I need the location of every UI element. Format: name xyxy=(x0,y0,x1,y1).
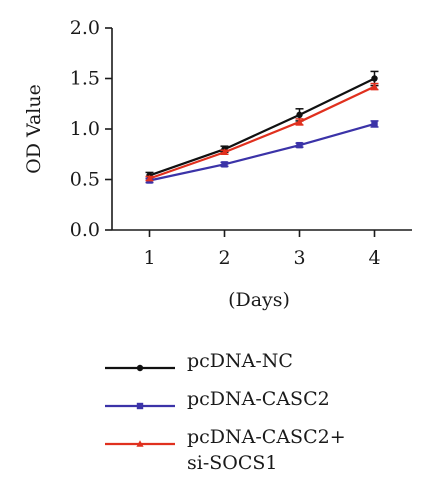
y-tick-label: 0.5 xyxy=(70,169,100,191)
legend-swatch xyxy=(105,402,175,410)
legend-swatch xyxy=(105,364,175,372)
data-point xyxy=(371,75,378,82)
data-point xyxy=(296,141,303,149)
legend-label: pcDNA-NC xyxy=(187,350,293,372)
y-axis-title: OD Value xyxy=(23,84,45,174)
series-1 xyxy=(145,70,379,180)
legend-marker xyxy=(136,440,144,447)
legend-swatch xyxy=(105,440,175,447)
data-point xyxy=(296,111,303,119)
legend-item: pcDNA-NC xyxy=(105,348,425,386)
y-tick-label: 1.5 xyxy=(70,68,100,90)
x-tick-label: 1 xyxy=(143,247,155,269)
x-tick-label: 4 xyxy=(368,247,380,269)
x-tick-label: 2 xyxy=(218,247,230,269)
legend-item: pcDNA-CASC2 xyxy=(105,386,425,424)
legend-marker xyxy=(136,402,144,410)
data-point xyxy=(145,174,154,182)
legend-marker xyxy=(136,364,144,372)
data-point xyxy=(220,148,229,156)
data-point xyxy=(370,82,379,90)
series-3 xyxy=(145,82,379,182)
series-layer xyxy=(145,70,379,184)
series-2 xyxy=(145,120,379,184)
x-axis-title: (Days) xyxy=(228,289,290,311)
data-point xyxy=(295,118,304,125)
legend-label: pcDNA-CASC2+ si-SOCS1 xyxy=(187,426,346,474)
x-tick-label: 3 xyxy=(293,247,305,269)
x-axis-ticks: 1 2 3 4 xyxy=(143,230,381,269)
series-line xyxy=(149,122,375,182)
series-line xyxy=(149,85,375,180)
data-point xyxy=(221,161,228,168)
line-chart: 0.0 0.5 1.0 1.5 2.0 1 2 3 4 OD Value (Days) xyxy=(23,17,412,311)
legend-item: pcDNA-CASC2+ si-SOCS1 xyxy=(105,424,425,480)
y-tick-label: 1.0 xyxy=(70,118,100,140)
y-tick-label: 2.0 xyxy=(70,17,100,39)
chart-legend: pcDNA-NC pcDNA-CASC2 pcDNA-CASC2+ si-SOCS1 xyxy=(105,348,425,480)
y-axis-ticks: 0.0 0.5 1.0 1.5 2.0 xyxy=(70,17,112,241)
series-line xyxy=(149,77,375,177)
legend-label: pcDNA-CASC2 xyxy=(187,388,330,410)
data-point xyxy=(371,120,378,128)
y-tick-label: 0.0 xyxy=(70,219,100,241)
